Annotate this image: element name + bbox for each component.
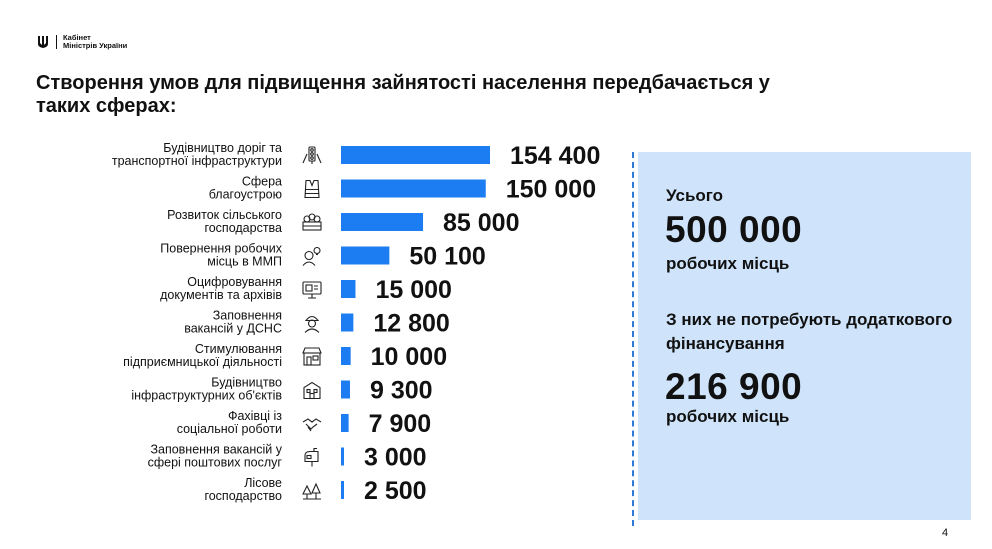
value-label: 10 000 [371, 343, 447, 371]
data-bar [341, 280, 356, 298]
category-label-line: Фахівці із [228, 409, 282, 423]
category-label-line: транспортної інфраструктури [112, 154, 282, 168]
unfunded-label: З них не потребують додаткового фінансув… [666, 310, 953, 353]
category-label-line: Повернення робочих [160, 242, 282, 256]
building-icon [303, 381, 321, 400]
trident-icon [38, 36, 48, 48]
monitor-archive-icon [302, 281, 322, 299]
category-label-line: вакансій у ДСНС [184, 322, 282, 336]
category-label-line: Стимулювання [195, 342, 282, 356]
category-label: Оцифровування документів та архівів [160, 275, 282, 302]
category-label-line: Сфера [242, 175, 282, 189]
total-label: Усього [666, 186, 724, 205]
category-label-line: соціальної роботи [177, 422, 282, 436]
category-label-line: документів та архівів [160, 288, 282, 302]
farm-crate-icon [302, 213, 322, 231]
logo-divider [56, 35, 57, 49]
value-label: 150 000 [506, 176, 596, 204]
category-label-line: благоустрою [209, 188, 282, 202]
category-label-line: Будівництво доріг та [163, 141, 282, 155]
value-label: 12 800 [373, 310, 449, 338]
category-label: Заповнення вакансій у ДСНС [184, 309, 282, 336]
category-label-line: Будівництво [211, 376, 282, 390]
data-bar [341, 246, 390, 265]
value-label: 154 400 [510, 142, 600, 170]
category-label-line: Заповнення вакансій у [150, 443, 282, 457]
data-bar [341, 146, 490, 164]
category-label-line: підприємницької діяльності [123, 355, 282, 369]
category-label-line: Лісове [244, 476, 282, 490]
data-bar [341, 213, 424, 231]
government-logo: Кабінет Міністрів України [36, 34, 127, 50]
data-bar [341, 481, 344, 499]
category-label-line: місць в ММП [207, 255, 282, 269]
category-label-line: господарства [204, 221, 282, 235]
traffic-light-icon [302, 146, 322, 164]
divider-dashed-line [632, 152, 634, 526]
category-label: Розвиток сільського господарства [167, 208, 282, 235]
category-label-line: Оцифровування [187, 275, 282, 289]
category-label: Будівництво інфраструктурних об'єктів [131, 376, 282, 403]
value-label: 15 000 [375, 276, 451, 304]
category-label-line: Заповнення [213, 309, 282, 323]
forest-icon [302, 482, 321, 500]
value-label: 50 100 [409, 243, 485, 271]
data-bar [341, 313, 354, 332]
category-label: Фахівці із соціальної роботи [177, 409, 283, 436]
unfunded-value: 216 900 [665, 366, 803, 407]
data-bar [341, 347, 351, 365]
value-label: 85 000 [443, 209, 519, 237]
value-label: 3 000 [364, 444, 427, 472]
category-label-line: господарство [204, 489, 282, 503]
vest-icon [304, 179, 320, 199]
category-label-line: інфраструктурних об'єктів [131, 389, 282, 403]
data-bar [341, 414, 349, 432]
value-label: 9 300 [370, 377, 433, 405]
value-label: 2 500 [364, 477, 427, 505]
org-name-line1: Кабінет [63, 33, 91, 42]
data-bar [341, 380, 350, 399]
worker-idea-icon [302, 246, 321, 266]
total-unit: робочих місць [666, 254, 790, 273]
unfunded-unit: робочих місць [666, 407, 790, 426]
page-number: 4 [942, 527, 949, 539]
category-label: Сфера благоустрою [209, 175, 282, 202]
category-label: Будівництво доріг та транспортної інфраст… [112, 141, 282, 168]
data-bar [341, 447, 344, 466]
total-value: 500 000 [665, 209, 803, 250]
org-name: Кабінет Міністрів України [63, 34, 127, 50]
summary-panel: Усього 500 000 робочих місць З них не по… [638, 152, 971, 520]
page-title: Створення умов для підвищення зайнятості… [36, 72, 770, 117]
shop-icon [302, 347, 322, 366]
category-label: Стимулювання підприємницької діяльності [123, 342, 282, 369]
mailbox-icon [304, 447, 319, 467]
value-label: 7 900 [369, 410, 432, 438]
org-name-line2: Міністрів України [63, 41, 128, 50]
category-label: Лісове господарство [204, 476, 282, 503]
handshake-icon [302, 418, 322, 432]
data-bar [341, 179, 486, 198]
category-label-line: сфері поштових послуг [148, 456, 283, 470]
category-label-line: Розвиток сільського [167, 208, 282, 222]
category-label: Заповнення вакансій у сфері поштових посл… [148, 443, 283, 470]
firefighter-icon [304, 315, 320, 333]
category-label: Повернення робочих місць в ММП [160, 242, 282, 269]
